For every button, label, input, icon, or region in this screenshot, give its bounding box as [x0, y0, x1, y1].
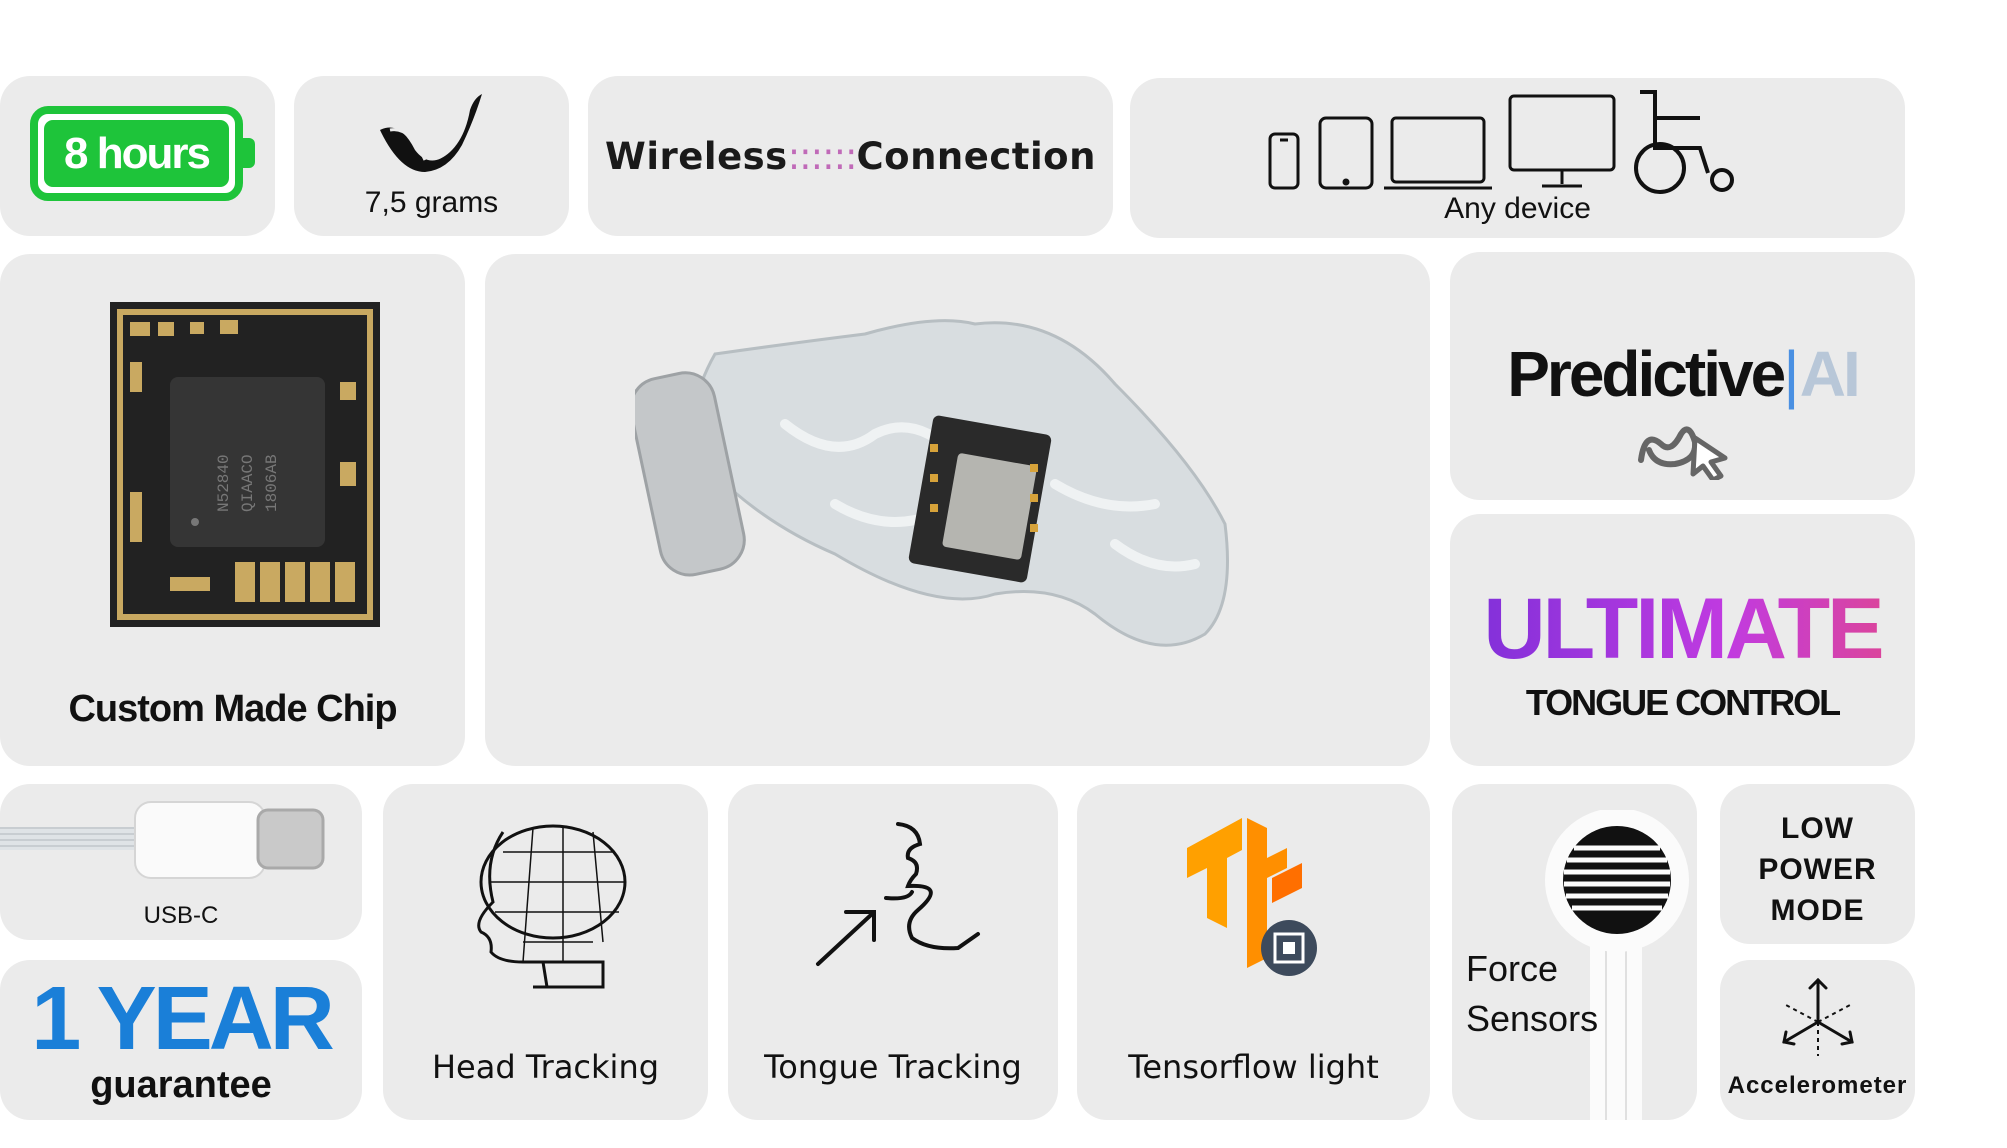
battery-label: 8 hours — [44, 120, 229, 187]
tensorflow-tile: Tensorflow light — [1077, 784, 1430, 1120]
low-power-tile: LOW POWER MODE — [1720, 784, 1915, 944]
usb-c-cable-image — [0, 801, 325, 879]
wheelchair-icon — [1634, 90, 1734, 194]
phone-icon — [1268, 132, 1300, 190]
tongue-tracking-tile: Tongue Tracking — [728, 784, 1058, 1120]
tongue-control-subtitle: TONGUE CONTROL — [1525, 682, 1841, 723]
any-device-tile: Any device — [1130, 78, 1905, 238]
chip-marking-1: N52840 — [215, 454, 233, 512]
force-sensors-tile: Force Sensors — [1452, 784, 1697, 1120]
connection-word: Connection — [856, 134, 1096, 178]
predictive-word: Predictive — [1507, 338, 1786, 410]
predictive-ai-title: Predictive|AI — [1450, 337, 1915, 411]
predictive-ai-tile: Predictive|AI — [1450, 252, 1915, 500]
guarantee-tile: 1 YEAR guarantee — [0, 960, 362, 1120]
force-sensors-label: Force Sensors — [1466, 948, 1599, 1039]
tongue-tracking-icon — [816, 822, 980, 966]
chip-image: N52840 QIAACO 1806AB — [110, 302, 380, 627]
usb-c-tile: USB-C — [0, 784, 362, 940]
head-tracking-label: Head Tracking — [431, 1048, 660, 1086]
wireless-connection-text: Wireless::::::Connection — [605, 135, 1096, 178]
accelerometer-tile: Accelerometer — [1720, 960, 1915, 1120]
weight-tile: 7,5 grams — [294, 76, 569, 236]
tensorflow-logo-icon — [1187, 818, 1317, 976]
ultimate-tile: ULTIMATE TONGUE CONTROL — [1450, 514, 1915, 766]
guarantee-text: guarantee — [90, 1064, 272, 1106]
device-photo-tile — [485, 254, 1430, 766]
low-power-mode-label: LOW POWER MODE — [1758, 812, 1877, 927]
devices-icons — [1268, 90, 1734, 194]
battery-tip — [243, 138, 255, 168]
chip-label: Custom Made Chip — [68, 688, 397, 730]
battery-icon: 8 hours — [30, 106, 243, 201]
tablet-icon — [1318, 116, 1374, 190]
accelerometer-label: Accelerometer — [1727, 1072, 1908, 1099]
text-cursor-separator: | — [1783, 338, 1800, 410]
ai-word: AI — [1799, 338, 1861, 410]
ultimate-title: ULTIMATE — [1450, 580, 1915, 679]
chip-tile: N52840 QIAACO 1806AB Custom Made Chip — [0, 254, 465, 766]
signal-dots: :::::: — [787, 134, 858, 178]
swipe-cursor-icon — [1638, 426, 1728, 480]
chip-marking-3: 1806AB — [263, 454, 281, 512]
any-device-label: Any device — [1444, 192, 1591, 225]
mouthpiece-device-image — [635, 319, 1229, 647]
usb-c-label: USB-C — [143, 902, 219, 929]
wireless-word: Wireless — [605, 134, 788, 178]
weight-label: 7,5 grams — [364, 186, 499, 219]
head-tracking-icon — [477, 824, 627, 989]
feather-icon — [380, 94, 482, 172]
battery-tile: 8 hours — [0, 76, 275, 236]
one-year-text: 1 YEAR — [31, 969, 334, 1069]
force-sensor-image — [1545, 810, 1689, 1120]
chip-marking-2: QIAACO — [239, 454, 257, 512]
accelerometer-axes-icon — [1782, 977, 1854, 1056]
tongue-tracking-label: Tongue Tracking — [764, 1048, 1022, 1086]
wireless-tile: Wireless::::::Connection — [588, 76, 1113, 236]
monitor-icon — [1508, 94, 1616, 188]
tensorflow-label: Tensorflow light — [1128, 1048, 1379, 1086]
head-tracking-tile: Head Tracking — [383, 784, 708, 1120]
laptop-icon — [1384, 116, 1492, 190]
